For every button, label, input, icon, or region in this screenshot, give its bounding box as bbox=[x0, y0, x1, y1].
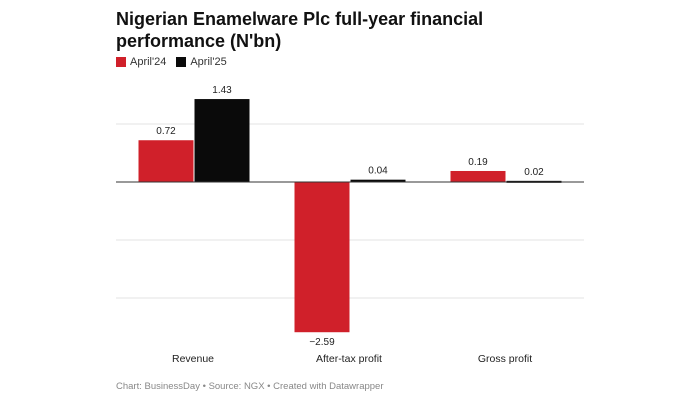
data-label: −2.59 bbox=[309, 337, 335, 348]
legend-item-april24: April'24 bbox=[116, 56, 166, 68]
chart-footer: Chart: BusinessDay • Source: NGX • Creat… bbox=[116, 381, 384, 392]
bar bbox=[138, 140, 194, 182]
data-label: 0.02 bbox=[524, 167, 544, 178]
footer-chart-credit: Chart: BusinessDay bbox=[116, 381, 200, 392]
footer-separator: • bbox=[264, 381, 274, 392]
category-label: Gross profit bbox=[478, 353, 532, 365]
footer-separator: • bbox=[199, 381, 209, 392]
legend-item-april25: April'25 bbox=[176, 56, 227, 68]
bar bbox=[350, 179, 406, 182]
chart-title: Nigerian Enamelware Plc full-year financ… bbox=[116, 9, 484, 51]
category-label: Revenue bbox=[172, 353, 214, 365]
data-label: 1.43 bbox=[212, 85, 232, 96]
legend-swatch-april24 bbox=[116, 57, 126, 67]
footer-source: Source: NGX bbox=[208, 381, 265, 392]
data-label: 0.04 bbox=[368, 166, 388, 177]
legend-swatch-april25 bbox=[176, 57, 187, 67]
bar bbox=[194, 99, 250, 182]
legend: April'24 April'25 bbox=[116, 56, 227, 68]
bar bbox=[450, 170, 506, 182]
legend-label-april24: April'24 bbox=[130, 56, 167, 68]
footer-created-with: Created with Datawrapper bbox=[273, 381, 384, 392]
data-label: 0.72 bbox=[156, 126, 176, 137]
legend-label-april25: April'25 bbox=[190, 56, 227, 68]
category-label: After-tax profit bbox=[316, 353, 382, 365]
bar bbox=[294, 182, 350, 333]
data-label: 0.19 bbox=[468, 157, 488, 168]
